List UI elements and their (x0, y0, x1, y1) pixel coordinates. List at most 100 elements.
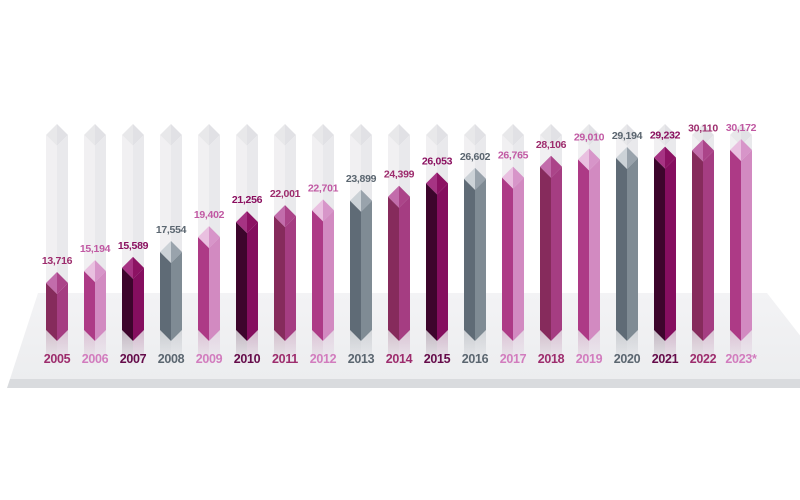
bar-reflection (464, 330, 475, 367)
year-label: 2010 (234, 352, 261, 366)
bar-top (209, 226, 220, 249)
value-label: 26,602 (460, 151, 491, 163)
bar-left-face (540, 166, 551, 341)
bar-reflection (285, 330, 296, 367)
ghost-bar-top (350, 124, 361, 146)
bar-top (285, 205, 296, 228)
bar-reflection (312, 330, 323, 367)
bar-reflection (703, 330, 714, 367)
ghost-bar-top (551, 124, 562, 146)
bar-top (57, 272, 68, 295)
ghost-bar-top (741, 124, 752, 146)
bar-top (513, 166, 524, 189)
ghost-bar-top (122, 124, 133, 146)
ghost-bar-top (274, 124, 285, 146)
ghost-bar-top (133, 124, 144, 146)
bar-left-face (198, 237, 209, 341)
ghost-bar-top (540, 124, 551, 146)
bar-reflection (437, 330, 448, 367)
bar-reflection (399, 330, 410, 367)
bar-left-face (730, 150, 741, 341)
bar-top (540, 155, 551, 178)
bar-top (236, 211, 247, 234)
bar-top (247, 211, 258, 234)
year-label: 2021 (652, 352, 679, 366)
bar-reflection (540, 330, 551, 367)
ghost-bar-top (46, 124, 57, 146)
bar-reflection (361, 330, 372, 367)
bar-right-face (475, 178, 486, 341)
ghost-bar-top (730, 124, 741, 146)
bar-right-face (361, 200, 372, 341)
bar-reflection (84, 330, 95, 367)
value-label: 29,232 (650, 130, 681, 142)
bar-left-face (160, 252, 171, 341)
bar-right-face (399, 196, 410, 341)
ghost-bar-top (475, 124, 486, 146)
year-label: 2008 (158, 352, 185, 366)
year-label: 2015 (424, 352, 451, 366)
value-label: 23,899 (346, 173, 377, 185)
bar-top (665, 146, 676, 169)
year-label: 2012 (310, 352, 337, 366)
bar-top (361, 189, 372, 212)
value-label: 30,110 (688, 123, 718, 135)
bar-top (274, 205, 285, 228)
ghost-bar-top (703, 124, 714, 146)
bar-right-face (171, 252, 182, 341)
bar-left-face (236, 222, 247, 341)
bar-right-face (513, 177, 524, 341)
bar-right-face (247, 222, 258, 341)
bar-reflection (198, 330, 209, 367)
ghost-bar-top (513, 124, 524, 146)
ghost-bar-top (399, 124, 410, 146)
bar-reflection (551, 330, 562, 367)
bar-left-face (350, 200, 361, 341)
ghost-bar-top (464, 124, 475, 146)
year-label: 2009 (196, 352, 223, 366)
bar-top (464, 167, 475, 190)
ghost-bar-top (247, 124, 258, 146)
year-label: 2006 (82, 352, 109, 366)
ghost-bar-top (209, 124, 220, 146)
bar-right-face (665, 157, 676, 341)
year-label: 2022 (690, 352, 717, 366)
bar-top (399, 185, 410, 208)
bar-top (133, 256, 144, 279)
value-label: 15,194 (80, 243, 111, 255)
bar-right-face (589, 159, 600, 341)
value-label: 22,001 (270, 188, 301, 200)
bar-reflection (133, 330, 144, 367)
bar-top (323, 199, 334, 222)
bar-top (426, 172, 437, 195)
value-label: 28,106 (536, 139, 567, 151)
bar-reflection (388, 330, 399, 367)
bar-reflection (95, 330, 106, 367)
bar-top (312, 199, 323, 222)
bar-reflection (502, 330, 513, 367)
ghost-bar-top (578, 124, 589, 146)
ghost-bar-top (426, 124, 437, 146)
bar-left-face (84, 271, 95, 341)
bar-reflection (730, 330, 741, 367)
bar-reflection (122, 330, 133, 367)
bar-reflection (616, 330, 627, 367)
bar-right-face (209, 237, 220, 341)
ghost-bar-top (160, 124, 171, 146)
bar-left-face (464, 178, 475, 341)
bar-top (692, 139, 703, 162)
bar-reflection (578, 330, 589, 367)
ghost-bar-top (323, 124, 334, 146)
ghost-bar-top (388, 124, 399, 146)
bar-top (198, 226, 209, 249)
value-label: 19,402 (194, 209, 225, 221)
bar-top (703, 139, 714, 162)
bar-top (437, 172, 448, 195)
bar-right-face (703, 150, 714, 341)
ghost-bar-top (236, 124, 247, 146)
bar-left-face (692, 150, 703, 341)
bar-top (84, 260, 95, 283)
bar-top (122, 256, 133, 279)
value-label: 26,053 (422, 155, 453, 167)
bar-top (350, 189, 361, 212)
